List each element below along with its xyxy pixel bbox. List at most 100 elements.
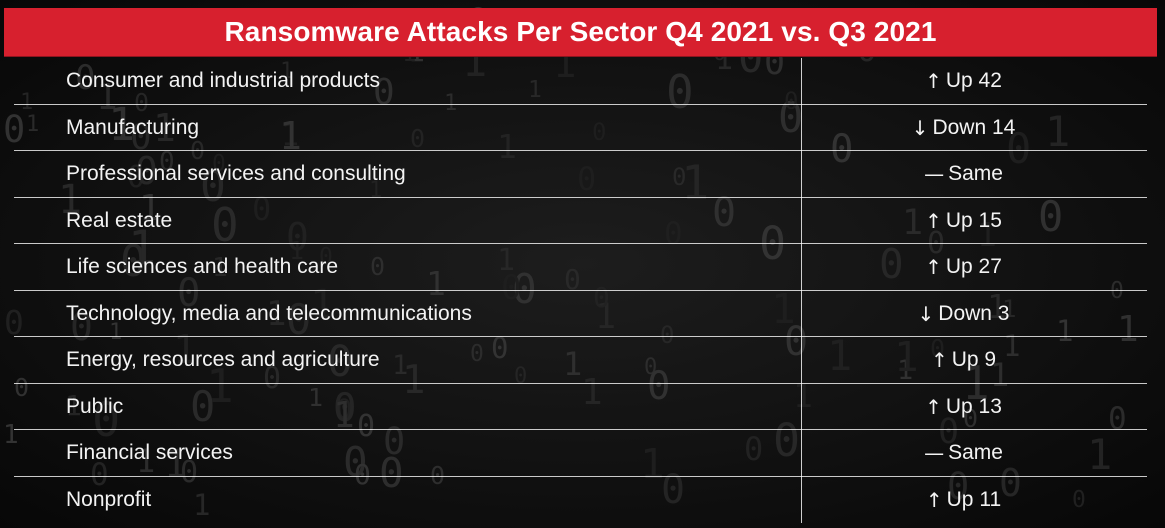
arrow-up-icon: ↑ [925,208,942,233]
binary-digit-decoration: 0 [211,198,239,252]
binary-digit-decoration: 0 [383,420,406,463]
binary-digit-decoration: 1 [897,355,914,386]
binary-digit-decoration: 0 [130,117,152,158]
binary-digit-decoration: 1 [280,59,294,84]
sector-cell: Life sciences and health care [66,255,339,279]
binary-digit-decoration: 0 [134,88,150,117]
binary-digit-decoration: 0 [1110,278,1124,304]
binary-digit-decoration: 0 [357,409,376,444]
change-label: Up 15 [945,208,1002,232]
binary-digit-decoration: 1 [109,320,123,345]
arrow-down-icon: ↓ [911,115,929,140]
change-label: Same [948,441,1003,465]
binary-digit-decoration: 1 [279,114,302,158]
sector-cell: Professional services and consulting [66,162,406,186]
sector-cell: Public [66,394,124,418]
binary-digit-decoration: 0 [159,147,175,177]
binary-digit-decoration: 0 [647,364,671,409]
binary-digit-decoration: 1 [96,77,118,118]
binary-digit-decoration: 1 [595,297,617,337]
binary-digit-decoration: 1 [333,395,355,436]
change-label: Up 11 [946,487,1002,511]
title-bar: Ransomware Attacks Per Sector Q4 2021 vs… [4,8,1157,56]
binary-digit-decoration: 1 [640,440,665,488]
binary-digit-decoration: 0 [564,263,581,296]
binary-digit-decoration: 0 [200,162,226,212]
sector-cell: Consumer and industrial products [66,69,380,93]
binary-digit-decoration: 1 [58,177,83,223]
binary-digit-decoration: 0 [744,430,764,468]
arrow-up-icon: ↑ [925,69,942,94]
binary-digit-decoration: 0 [1072,487,1086,513]
binary-digit-decoration: 1 [1087,430,1113,479]
binary-digit-decoration: 1 [1003,329,1021,363]
binary-digit-decoration: 1 [426,264,446,303]
chart-title: Ransomware Attacks Per Sector Q4 2021 vs… [224,16,937,47]
binary-digit-decoration: 0 [354,458,371,491]
change-label: Up 13 [945,394,1002,418]
binary-digit-decoration: 0 [252,190,272,228]
binary-digit-decoration: 1 [563,345,583,383]
binary-digit-decoration: 0 [947,465,970,508]
table-row: Energy, resources and agriculture ↑ Up 9 [4,337,1157,384]
binary-digit-decoration: 1 [108,98,136,151]
binary-digit-decoration: 1 [139,188,161,229]
column-divider [801,58,802,523]
sector-cell: Financial services [66,441,233,465]
binary-digit-decoration: 1 [164,442,187,486]
binary-digit-decoration: 0 [491,331,509,365]
binary-digit-decoration: 0 [90,457,109,493]
binary-digit-decoration: 1 [20,90,34,115]
binary-digit-decoration: 0 [379,449,404,497]
table-row: Manufacturing ↓ Down 14 [4,105,1157,152]
binary-digit-decoration: 1 [894,333,919,381]
sector-cell: Manufacturing [66,115,200,139]
sector-cell: Nonprofit [66,487,152,511]
binary-digit-decoration: 0 [92,393,121,448]
binary-digit-decoration: 0 [879,240,904,288]
binary-digit-decoration: 0 [212,151,226,177]
binary-digit-decoration: 1 [771,285,796,333]
binary-digit-decoration: 1 [212,253,228,283]
binary-digit-decoration: 0 [75,58,96,98]
change-label: Down 14 [932,115,1016,139]
binary-digit-decoration: 0 [370,252,386,281]
binary-digit-decoration: 0 [712,190,737,236]
binary-digit-decoration: 1 [827,331,853,380]
binary-digit-decoration: 0 [784,87,799,115]
table-row: Public ↑ Up 13 [4,384,1157,431]
binary-digit-decoration: 0 [593,281,610,314]
binary-digit-decoration: 1 [128,221,157,276]
binary-digit-decoration: 0 [286,295,312,344]
binary-digit-decoration: 0 [1108,401,1127,437]
binary-digit-decoration: 0 [514,364,528,389]
binary-digit-decoration: 1 [281,118,300,153]
binary-digit-decoration: 1 [497,127,517,166]
binary-digit-decoration: 0 [672,163,687,191]
binary-digit-decoration: 1 [1002,295,1017,323]
binary-digit-decoration: 0 [3,108,26,151]
binary-digit-decoration: 1 [528,77,542,103]
change-label: Up 42 [945,69,1002,93]
binary-digit-decoration: 0 [190,382,216,431]
binary-digit-decoration: 0 [577,160,597,198]
binary-digit-decoration: 0 [470,341,484,367]
change-cell: — Same [794,162,1157,186]
binary-digit-decoration: 0 [286,215,309,259]
binary-digit-decoration: 0 [180,455,199,490]
binary-digit-decoration: 0 [1038,192,1064,241]
binary-digit-decoration: 1 [369,178,383,203]
binary-digit-decoration: 0 [592,118,607,146]
binary-digit-decoration: 0 [784,319,809,365]
binary-digit-decoration: 0 [177,271,201,316]
table-row: Financial services — Same [4,430,1157,477]
binary-digit-decoration: 1 [581,372,603,413]
binary-digit-decoration: 1 [173,328,197,373]
table-row: Life sciences and health care ↑ Up 27 [4,244,1157,291]
binary-digit-decoration: 0 [14,373,30,402]
change-cell: ↑ Up 11 [794,488,1157,512]
binary-digit-decoration: 0 [938,412,960,452]
binary-digit-decoration: 0 [930,334,946,363]
dash-icon: — [924,162,945,187]
